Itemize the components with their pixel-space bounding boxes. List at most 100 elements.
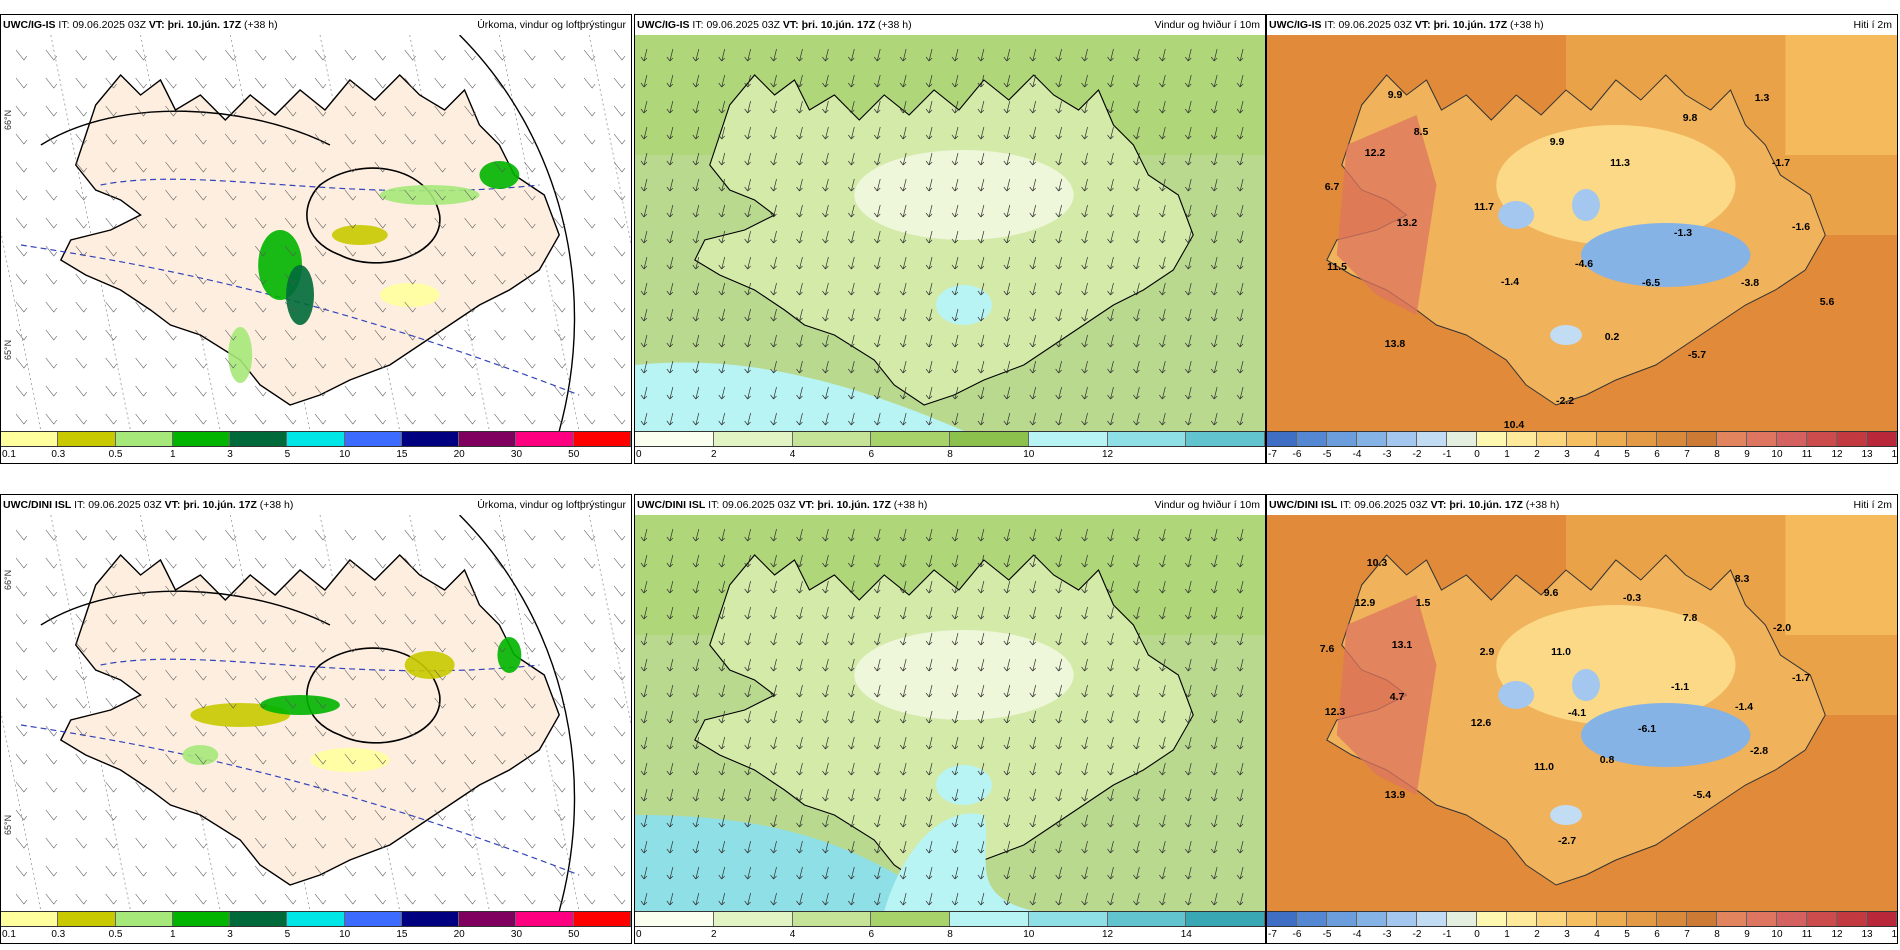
wind-barb [135,329,147,341]
wind-arrow [1236,204,1244,218]
wind-barb [434,217,446,229]
wind-barb [404,557,416,569]
wind-arrow [666,580,674,594]
colorbar-swatch [713,432,793,446]
colorbar-tick: 0 [636,449,642,460]
wind-barb [613,809,626,821]
colorbar-tick: 10 [1771,929,1783,940]
wind-arrow [848,230,855,244]
wind-barb [494,753,506,765]
wind-barb [105,585,117,597]
wind-arrow [925,334,933,348]
wind-arrow [1184,334,1192,348]
wind-barb [284,161,297,173]
wind-arrow [640,282,648,296]
wind-barb [75,893,87,905]
glacier-cold-area [1498,201,1535,229]
wind-arrow [796,178,803,192]
wind-arrow [1107,710,1114,724]
wind-barb [195,809,207,821]
wind-barb [404,413,416,425]
wind-arrow [873,126,881,140]
temp-value: -6.5 [1641,277,1661,289]
glacier-cold-area [1550,325,1582,345]
wind-barb [524,641,536,653]
wind-arrow [1133,204,1140,218]
wind-map[interactable] [635,35,1265,431]
wind-arrow [1236,230,1244,244]
wind-barb [434,385,446,397]
temp-value: -1.6 [1791,221,1811,233]
wind-barb [613,49,626,61]
wind-arrow [951,554,959,568]
wind-arrow [1210,606,1218,620]
wind-barb [554,585,566,597]
temp-value: -1.1 [1670,681,1690,693]
colorbar-tick: -1 [1442,449,1452,460]
wind-arrow [1184,684,1192,698]
wind-arrow [1029,632,1037,646]
wind-barb [165,105,177,117]
colorbar-swatch [871,912,950,926]
wind-arrow [822,892,829,906]
wind-barb [613,697,626,709]
wind-barb [374,865,387,877]
wind-barb [195,585,207,597]
wind-barb [434,301,446,313]
wind-barb [165,189,177,201]
wind-arrow [1029,658,1037,672]
wind-arrow [873,658,881,672]
wind-map[interactable] [635,515,1265,911]
wind-barb [284,585,297,597]
temp-value: 8.3 [1734,573,1750,585]
wind-arrow [848,308,855,322]
wind-arrow [951,282,959,296]
wind-arrow [1133,178,1140,192]
wind-arrow [873,256,881,270]
wind-arrow [822,308,829,322]
wind-arrow [796,710,803,724]
wind-arrow [1055,788,1062,802]
wind-arrow [1055,126,1062,140]
wind-arrow [640,580,648,594]
wind-arrow [1081,360,1088,374]
wind-arrow [1003,814,1011,828]
wind-arrow [1159,308,1166,322]
wind-barb [374,585,387,597]
wind-barb [75,585,87,597]
colorbar-swatch [573,432,631,446]
wind-barb [314,77,327,89]
wind-arrow [718,412,726,426]
temp-map[interactable] [1267,35,1897,431]
wind-barb [464,529,476,541]
wind-barb [254,49,267,61]
wind-barb [344,49,357,61]
temp-map[interactable] [1267,515,1897,911]
temp-value: 11.3 [1610,157,1630,169]
colorbar-tick: 12 [1831,449,1843,460]
wind-arrow [1159,554,1166,568]
wind-barb [404,585,416,597]
wind-barb [135,217,147,229]
wind-barb [524,189,536,201]
wind-barb [254,641,267,653]
wind-arrow [640,412,648,426]
graticule-line [1,231,42,431]
wind-barb [583,49,596,61]
wind-arrow [666,736,674,750]
colorbar-swatch [58,912,116,926]
colorbar-tick: 3 [227,929,233,940]
wind-arrow [951,152,959,166]
precip-map[interactable] [1,515,631,911]
wind-arrow [640,204,648,218]
wind-barb [554,413,566,425]
wind-barb [225,329,237,341]
model-name: UWC/DINI ISL [1269,499,1338,511]
wind-barb [165,641,177,653]
wind-arrow [1107,866,1114,880]
wind-barb [165,77,177,89]
wind-arrow [770,178,777,192]
precip-map[interactable] [1,35,631,431]
wind-barb [524,413,536,425]
wind-arrow [1159,892,1166,906]
